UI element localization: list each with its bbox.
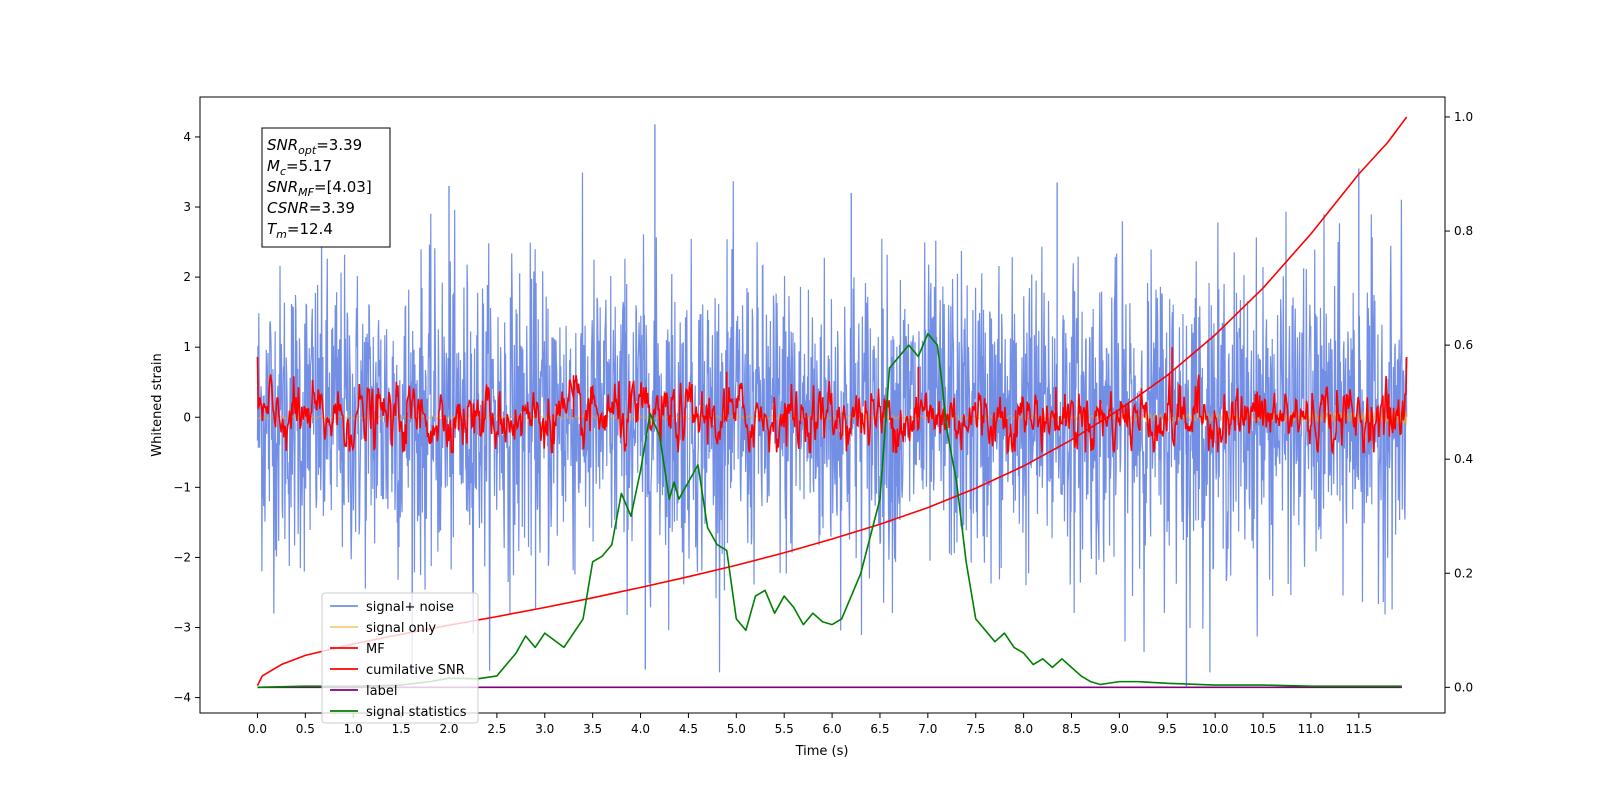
x-tick-label: 10.5 (1250, 722, 1277, 736)
x-tick-label: 9.5 (1158, 722, 1177, 736)
stats-box-frame (261, 127, 391, 248)
y-tick-label: 2 (183, 270, 191, 284)
x-tick-label: 5.0 (727, 722, 746, 736)
y2-tick-label: 0.8 (1454, 224, 1473, 238)
y2-tick-label: 1.0 (1454, 110, 1473, 124)
legend-label: signal statistics (366, 705, 467, 720)
y-tick-label: −4 (173, 691, 191, 705)
stats-box-line: SNRopt=3.39 (267, 136, 362, 157)
x-tick-label: 1.5 (392, 722, 411, 736)
x-tick-label: 7.5 (966, 722, 985, 736)
x-tick-label: 0.0 (248, 722, 267, 736)
y-axis-label: Whitened strain (150, 353, 165, 456)
y-tick-label: 3 (183, 200, 191, 214)
y2-tick-label: 0.4 (1454, 452, 1473, 466)
x-tick-label: 9.0 (1110, 722, 1129, 736)
x-tick-label: 6.5 (870, 722, 889, 736)
x-tick-label: 3.5 (583, 722, 602, 736)
x-tick-label: 4.5 (679, 722, 698, 736)
legend: signal+ noise signal only MF cumilative SNR… (321, 592, 479, 724)
legend-label: signal+ noise (366, 600, 454, 615)
x-tick-label: 7.0 (918, 722, 937, 736)
x-tick-label: 11.0 (1298, 722, 1325, 736)
x-tick-label: 3.0 (535, 722, 554, 736)
x-tick-label: 4.0 (631, 722, 650, 736)
series-signal-statistics-line (257, 332, 1402, 689)
x-tick-label: 10.0 (1202, 722, 1229, 736)
x-tick-label: 2.0 (439, 722, 458, 736)
x-tick-label: 8.0 (1014, 722, 1033, 736)
x-tick-label: 6.0 (823, 722, 842, 736)
y-tick-label: 4 (183, 130, 191, 144)
legend-label: label (366, 684, 397, 699)
y2-tick-label: 0.6 (1454, 338, 1473, 352)
legend-label: MF (366, 642, 385, 657)
axes-frame (199, 96, 1446, 714)
x-tick-label: 8.5 (1062, 722, 1081, 736)
series-mf-line (256, 356, 1408, 456)
x-axis-label: Time (s) (795, 744, 849, 759)
legend-label: cumilative SNR (366, 663, 465, 678)
x-tick-label: 1.0 (344, 722, 363, 736)
stats-box-line: Mc=5.17 (267, 157, 332, 178)
x-tick-label: 2.5 (487, 722, 506, 736)
stats-box-line: Tm=12.4 (267, 220, 333, 241)
y2-tick-label: 0.2 (1454, 566, 1473, 580)
y2-tick-label: 0.0 (1454, 680, 1473, 694)
legend-label: signal only (366, 621, 436, 636)
x-tick-label: 11.5 (1345, 722, 1372, 736)
y2-axis-ticks: 0.0 0.2 0.4 0.6 0.8 1.0 (1445, 110, 1473, 694)
x-axis-ticks: 0.0 0.5 1.0 1.5 2.0 2.5 3.0 3.5 4.0 4.5 5.0 5.5 6.0 6… (248, 713, 1372, 736)
legend-frame (321, 592, 479, 724)
x-tick-label: 0.5 (296, 722, 315, 736)
y-axis-ticks: −4 −3 −2 −1 0 1 2 3 4 (173, 130, 200, 705)
y-tick-label: −2 (173, 550, 191, 564)
y-tick-label: 0 (183, 410, 191, 424)
stats-box-line: CSNR=3.39 (267, 199, 355, 217)
y-tick-label: 1 (183, 340, 191, 354)
y-tick-label: −1 (173, 480, 191, 494)
x-tick-label: 5.5 (775, 722, 794, 736)
stats-box-line: SNRMF=[4.03] (267, 178, 372, 199)
y-tick-label: −3 (173, 621, 191, 635)
